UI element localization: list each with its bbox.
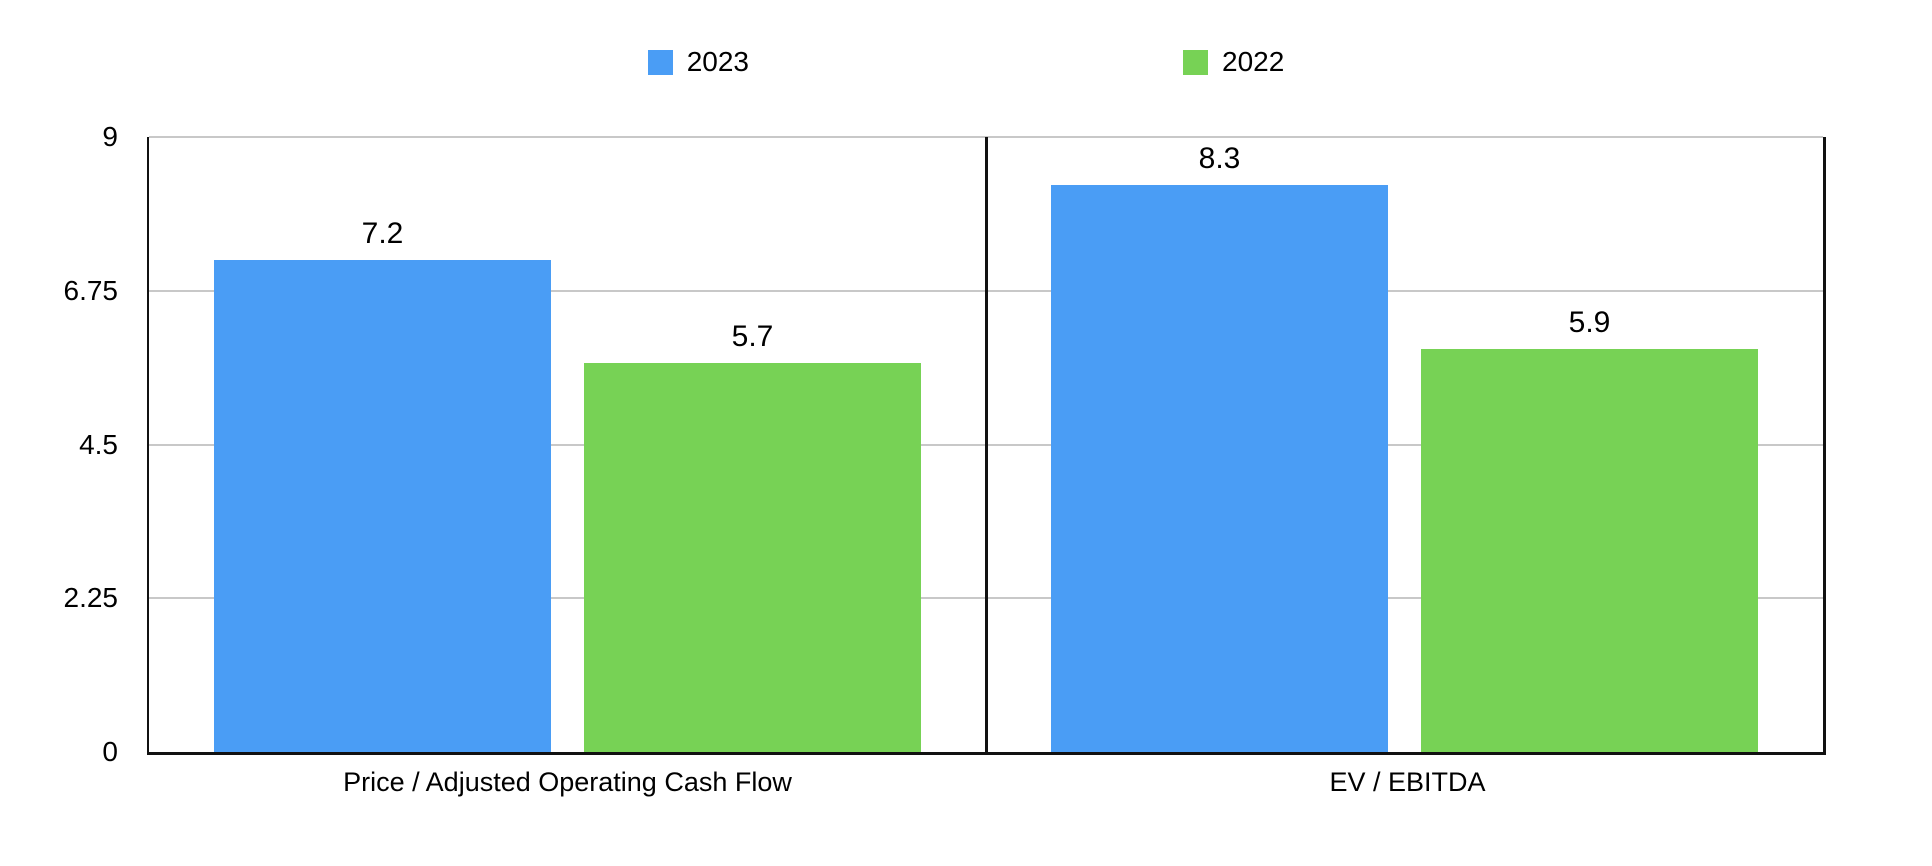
bar-value-label: 7.2 <box>361 217 404 250</box>
panels-row: 7.2 5.7 8.3 5.9 <box>149 137 1823 752</box>
legend-label-2023: 2023 <box>686 46 749 77</box>
bar-value-label: 8.3 <box>1198 141 1241 175</box>
category-label-ev-ebitda: EV / EBITDA <box>1329 767 1486 797</box>
plot-area: 7.2 5.7 8.3 5.9 0 2.25 4.5 6.75 9 <box>64 123 1826 766</box>
bar-2023-category-1: 8.3 <box>1051 143 1388 752</box>
legend-label-2022: 2022 <box>1222 46 1285 77</box>
legend-swatch-2023 <box>647 49 673 75</box>
legend-entry-2022: 2022 <box>1183 48 1284 76</box>
bar-2022-category-1: 5.9 <box>1421 307 1758 752</box>
bar-value-label: 5.7 <box>731 319 774 353</box>
y-axis-tick-label-6.75: 6.75 <box>63 274 119 306</box>
y-axis-tick-label-2.25: 2.25 <box>63 582 119 614</box>
legend-swatch-2022 <box>1183 49 1208 75</box>
legend-entry-2023: 2023 <box>647 46 749 77</box>
bar-value-label: 5.9 <box>1568 305 1611 339</box>
category-label-price-adjusted-operating-cash-flow: Price / Adjusted Operating Cash Flow <box>343 767 792 797</box>
bar-2022-category-0: 5.7 <box>584 321 921 752</box>
panel-price-adjusted-operating-cash-flow: 7.2 5.7 <box>149 137 986 752</box>
panel-ev-ebitda: 8.3 5.9 <box>986 137 1823 752</box>
chart-legend: 2023 2022 <box>0 48 1932 76</box>
y-axis-tick-label-9: 9 <box>102 121 118 152</box>
y-axis-tick-label-0: 0 <box>102 736 118 767</box>
bar-2023-category-0: 7.2 <box>214 219 551 752</box>
panel-divider-line <box>984 137 988 752</box>
y-axis-tick-label-4.5: 4.5 <box>79 428 118 460</box>
